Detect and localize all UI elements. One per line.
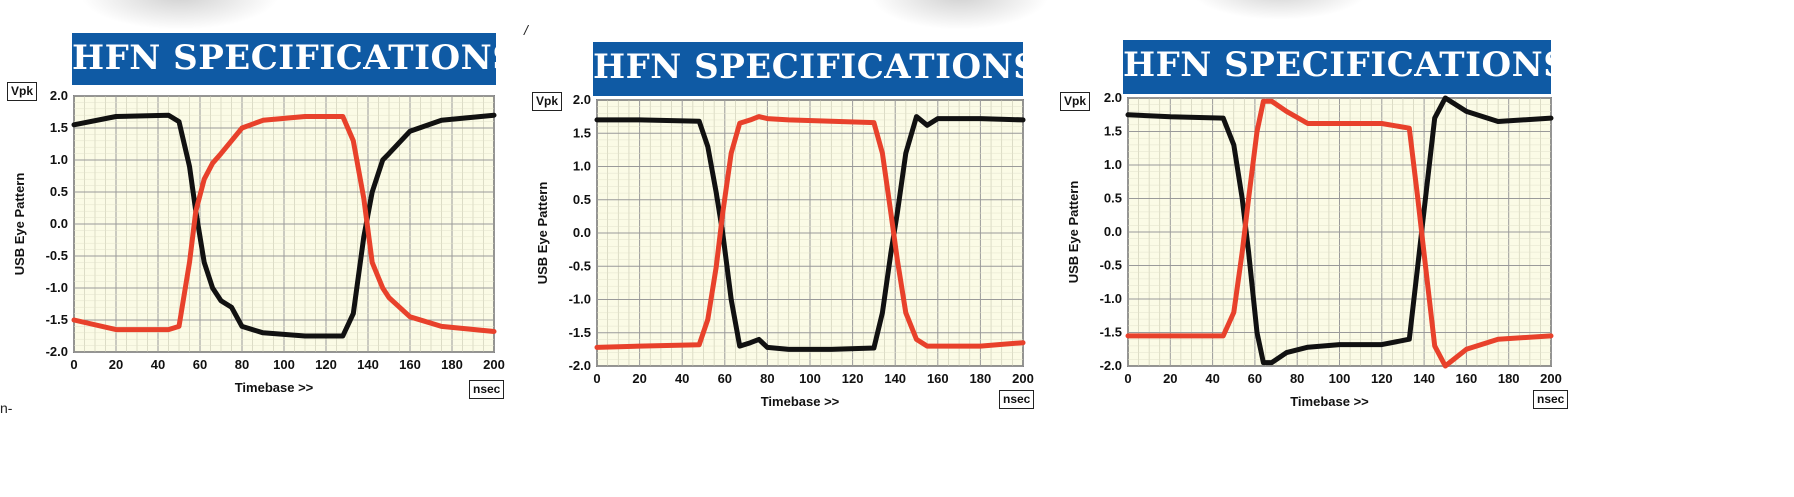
y-tick-label: 1.0 [573,159,591,174]
x-tick-label: 120 [315,357,337,372]
eye-pattern-chart-3: 2.0 1.5 1.0 0.5 0.0 -0.5 -1.0 -1.5 -2.00 20 40 60 80… [1066,90,1562,409]
y-tick-label: 1.5 [1104,124,1122,139]
gridlines [1127,97,1552,367]
y-tick-label: 0.5 [1104,191,1122,206]
x-axis-label: Timebase >> [1290,394,1369,409]
y-tick-label: -1.5 [46,312,68,327]
y-tick-label: 2.0 [1104,90,1122,105]
x-tick-label: 60 [718,371,732,386]
y-tick-label: -1.0 [569,292,591,307]
x-tick-label: 160 [927,371,949,386]
y-unit-label: Vpk [1060,92,1091,111]
chart-title: HFN SPECIFICATIONS [72,33,517,85]
stray-text-left: n- [0,400,13,416]
x-tick-label: 140 [357,357,379,372]
y-tick-label: -1.5 [569,325,591,340]
y-tick-label: -0.5 [46,248,68,263]
y-tick-label: 2.0 [573,92,591,107]
x-tick-label: 180 [441,357,463,372]
y-tick-label: 1.0 [50,152,68,167]
y-tick-label: -0.5 [569,258,591,273]
x-tick-label: 0 [593,371,600,386]
y-tick-label: 0.5 [573,192,591,207]
y-tick-label: -1.0 [46,280,68,295]
y-axis-label: USB Eye Pattern [535,182,550,285]
x-unit-label: nsec [1533,390,1569,409]
x-tick-label: 0 [1124,371,1131,386]
x-tick-label: 160 [1456,371,1478,386]
x-tick-label: 200 [1012,371,1034,386]
x-tick-label: 100 [273,357,295,372]
x-tick-label: 60 [1248,371,1262,386]
x-tick-label: 40 [1205,371,1219,386]
stray-mark-mid: / [524,22,528,38]
x-tick-label: 200 [1540,371,1562,386]
x-tick-label: 40 [675,371,689,386]
y-unit-label: Vpk [532,92,563,111]
y-tick-label: 1.0 [1104,157,1122,172]
x-tick-label: 80 [235,357,249,372]
chart-panel-3: HFN SPECIFICATIONS Vpk nsec 2.0 1.5 1.0 0.5… [1056,0,1794,497]
series-line-black [594,114,1026,352]
y-tick-label: -1.5 [1100,325,1122,340]
x-tick-label: 80 [1290,371,1304,386]
x-axis-label: Timebase >> [761,394,840,409]
x-tick-label: 40 [151,357,165,372]
x-axis-label: Timebase >> [235,380,314,395]
x-tick-label: 20 [109,357,123,372]
series-line-red [594,114,1026,350]
x-tick-label: 140 [1413,371,1435,386]
y-tick-label: -1.0 [1100,291,1122,306]
x-tick-label: 120 [1371,371,1393,386]
chart-title: HFN SPECIFICATIONS [1123,40,1568,94]
x-tick-label: 180 [970,371,992,386]
y-tick-label: -2.0 [1100,358,1122,373]
y-unit-label: Vpk [7,82,38,101]
y-tick-label: 0.0 [573,225,591,240]
y-tick-label: -0.5 [1100,258,1122,273]
eye-pattern-chart-2: 2.0 1.5 1.0 0.5 0.0 -0.5 -1.0 -1.5 -2.00 20 40 60 80… [535,92,1034,409]
x-tick-label: 20 [632,371,646,386]
series-line-black [71,112,497,339]
chart-panel-2: HFN SPECIFICATIONS Vpk nsec 2.0 1.5 1.0 0.5… [527,0,1047,497]
y-tick-label: 0.5 [50,184,68,199]
x-tick-label: 100 [799,371,821,386]
x-unit-label: nsec [469,380,505,399]
x-tick-label: 0 [70,357,77,372]
x-tick-label: 120 [842,371,864,386]
gridlines [73,95,495,353]
y-tick-label: 1.5 [573,125,591,140]
y-tick-label: -2.0 [46,344,68,359]
x-tick-label: 80 [760,371,774,386]
top-shadow-right [1190,0,1370,20]
series-line-red [1125,98,1554,369]
x-tick-label: 20 [1163,371,1177,386]
x-tick-label: 180 [1498,371,1520,386]
y-tick-label: -2.0 [569,358,591,373]
gridlines [596,99,1024,367]
chart-panel-1: HFN SPECIFICATIONS Vpk nsec 2.0 1.5 1.0 0.5… [0,0,517,497]
y-tick-label: 1.5 [50,120,68,135]
x-tick-label: 60 [193,357,207,372]
x-tick-label: 100 [1329,371,1351,386]
x-tick-label: 160 [399,357,421,372]
chart-title: HFN SPECIFICATIONS [593,42,1038,96]
y-tick-label: 0.0 [1104,224,1122,239]
x-unit-label: nsec [999,390,1035,409]
x-tick-label: 200 [483,357,505,372]
y-tick-label: 2.0 [50,88,68,103]
series-line-black [1125,95,1554,366]
series-line-red [71,114,497,334]
x-tick-label: 140 [884,371,906,386]
y-axis-label: USB Eye Pattern [12,173,27,276]
y-tick-label: 0.0 [50,216,68,231]
y-axis-label: USB Eye Pattern [1066,181,1081,284]
eye-pattern-chart-1: 2.0 1.5 1.0 0.5 0.0 -0.5 -1.0 -1.5 -2.00 20 40 60 80… [12,88,505,395]
